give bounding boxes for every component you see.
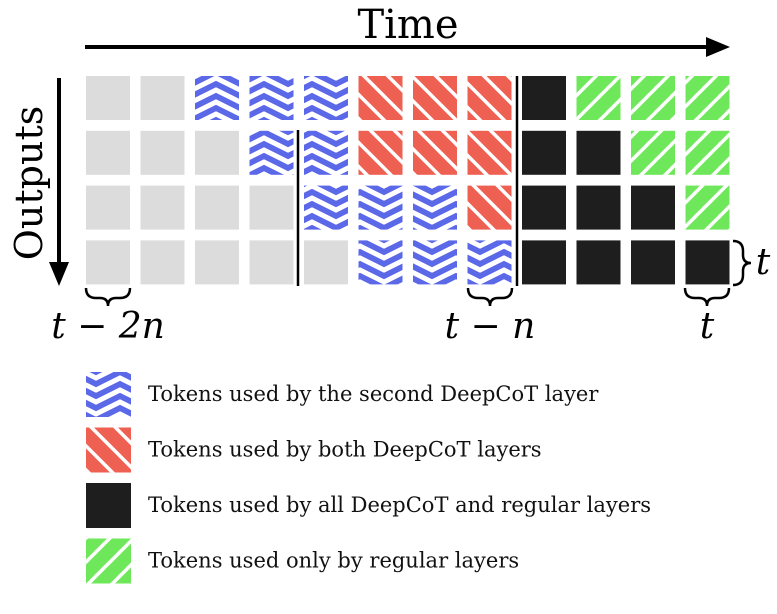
token-cell-gray xyxy=(140,185,185,230)
token-cell-black xyxy=(522,240,566,285)
brace-t-bottom xyxy=(683,287,731,307)
token-cell-gray xyxy=(86,240,130,285)
outputs-axis-label: Outputs xyxy=(7,106,51,260)
token-cell-green xyxy=(631,130,675,175)
token-cell-green xyxy=(685,130,730,175)
token-cell-black xyxy=(522,130,566,175)
legend-swatch-red xyxy=(86,427,131,473)
token-cell-green xyxy=(685,185,730,230)
brace-t-right xyxy=(732,239,752,287)
token-cell-red xyxy=(358,130,403,175)
token-cell-blue xyxy=(358,185,403,230)
token-cell-gray xyxy=(195,185,239,230)
token-cell-gray xyxy=(86,76,130,120)
legend-label-black: Tokens used by all DeepCoT and regular l… xyxy=(148,493,651,517)
token-cell-red xyxy=(413,76,457,120)
token-cell-blue xyxy=(413,185,457,230)
time-axis-label: Time xyxy=(357,2,458,48)
label-t-bottom: t xyxy=(700,306,715,347)
token-cell-blue xyxy=(304,130,348,175)
legend-label-blue: Tokens used by the second DeepCoT layer xyxy=(148,382,599,406)
token-cell-gray xyxy=(249,185,294,230)
legend-label-green: Tokens used only by regular layers xyxy=(148,549,519,573)
token-cell-green xyxy=(685,76,730,120)
token-cell-green xyxy=(576,76,621,120)
token-cell-blue xyxy=(304,76,348,120)
token-cell-red xyxy=(413,130,457,175)
time-axis-arrow-head xyxy=(706,37,730,57)
token-cell-blue xyxy=(358,240,403,285)
token-cell-blue xyxy=(195,76,239,120)
token-cell-black xyxy=(631,185,675,230)
token-cell-gray xyxy=(86,185,130,230)
token-cell-blue xyxy=(249,76,294,120)
token-cell-red xyxy=(358,76,403,120)
label-t-minus-2n: t − 2n xyxy=(51,306,165,347)
token-cell-red xyxy=(467,130,512,175)
brace-t-minus-n xyxy=(466,287,514,307)
label-t-minus-n: t − n xyxy=(445,306,536,347)
legend-swatch-blue xyxy=(86,372,131,417)
outputs-axis-arrow-head xyxy=(49,262,69,286)
token-cell-gray xyxy=(249,240,294,285)
token-cell-black xyxy=(576,185,621,230)
token-cell-blue xyxy=(413,240,457,285)
token-cell-blue xyxy=(304,185,348,230)
token-cell-gray xyxy=(140,76,185,120)
token-cell-gray xyxy=(304,240,348,285)
token-cell-gray xyxy=(140,130,185,175)
token-cell-gray xyxy=(195,130,239,175)
token-cell-green xyxy=(631,76,675,120)
token-cell-gray xyxy=(195,240,239,285)
token-cell-black xyxy=(522,76,566,120)
token-cell-red xyxy=(467,185,512,230)
token-cell-black xyxy=(576,130,621,175)
token-cell-gray xyxy=(86,130,130,175)
legend-label-red: Tokens used by both DeepCoT layers xyxy=(148,438,542,462)
legend-swatch-green xyxy=(86,538,131,584)
token-cell-blue xyxy=(249,130,294,175)
token-cell-black xyxy=(522,185,566,230)
token-cell-black xyxy=(631,240,675,285)
label-t-right: t xyxy=(756,242,771,283)
legend-swatch-black xyxy=(86,483,131,528)
token-cell-black xyxy=(685,240,730,285)
token-cell-black xyxy=(576,240,621,285)
token-cell-gray xyxy=(140,240,185,285)
token-grid xyxy=(86,76,730,285)
legend: Tokens used by the second DeepCoT layer T… xyxy=(86,372,651,584)
brace-t-minus-2n xyxy=(84,287,132,307)
token-cell-blue xyxy=(467,240,512,285)
token-cell-red xyxy=(467,76,512,120)
